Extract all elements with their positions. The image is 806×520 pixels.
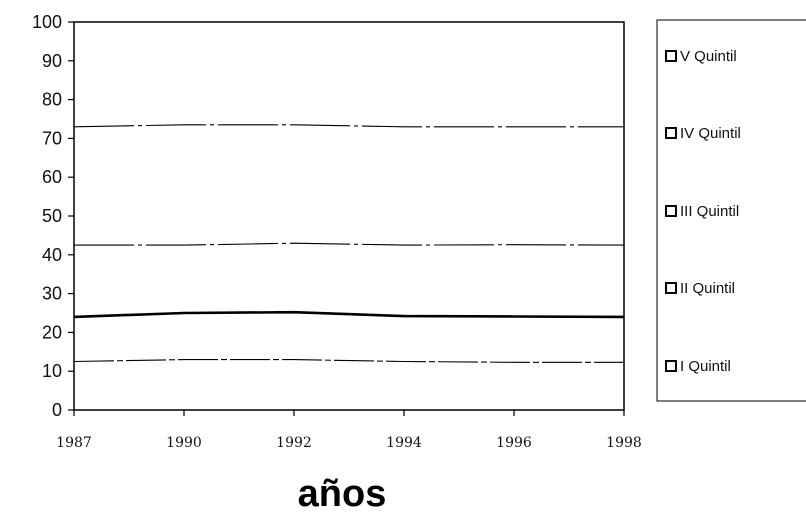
legend-label: I Quintil	[680, 358, 731, 375]
series-boundary-ii-quintil	[73, 310, 625, 319]
x-tick-label: 1996	[496, 435, 532, 451]
y-tick-label: 50	[42, 206, 62, 226]
legend-items: V Quintil IV Quintil III Quintil II Quintil…	[665, 48, 741, 375]
legend-swatch	[665, 360, 677, 372]
y-axis: 0 10 20 30 40 50 60 70 80 90 100	[32, 12, 74, 420]
legend-item: V Quintil	[665, 48, 737, 65]
y-tick-label: 30	[42, 284, 62, 304]
x-tick-label: 1987	[56, 435, 92, 451]
y-tick-label: 80	[42, 90, 62, 110]
legend-swatch	[665, 205, 677, 217]
legend-swatch	[665, 127, 677, 139]
legend-swatch	[665, 282, 677, 294]
x-tick-label: 1994	[386, 435, 422, 451]
y-tick-label: 20	[42, 322, 62, 342]
y-tick-label: 10	[42, 361, 62, 381]
legend-label: III Quintil	[680, 203, 739, 220]
legend-item: II Quintil	[665, 280, 735, 297]
series-boundary-i-quintil	[73, 359, 624, 363]
legend-item: III Quintil	[665, 203, 739, 220]
legend-swatch	[665, 50, 677, 62]
legend-label: V Quintil	[680, 48, 737, 65]
legend-frame	[656, 19, 806, 402]
y-tick-label: 100	[32, 12, 62, 32]
y-tick-label: 0	[52, 400, 62, 420]
x-tick-label: 1990	[166, 435, 202, 451]
y-tick-label: 40	[42, 245, 62, 265]
y-tick-label: 60	[42, 167, 62, 187]
legend-label: IV Quintil	[680, 125, 741, 142]
y-tick-label: 90	[42, 51, 62, 71]
legend: V Quintil IV Quintil III Quintil II Quintil…	[656, 19, 806, 402]
series-lines	[73, 124, 625, 363]
series-boundary-iii-quintil	[74, 242, 625, 246]
legend-label: II Quintil	[680, 280, 735, 297]
y-tick-label: 70	[42, 128, 62, 148]
x-tick-label: 1998	[606, 435, 642, 451]
x-axis: 1987 1990 1992 1994 1996 1998	[56, 410, 642, 451]
legend-item: IV Quintil	[665, 125, 741, 142]
legend-item: I Quintil	[665, 358, 731, 375]
x-tick-label: 1992	[276, 435, 312, 451]
series-boundary-iv-quintil	[73, 124, 624, 128]
plot-area	[73, 21, 625, 411]
x-axis-label: años	[298, 473, 387, 515]
plot-frame	[73, 21, 625, 411]
